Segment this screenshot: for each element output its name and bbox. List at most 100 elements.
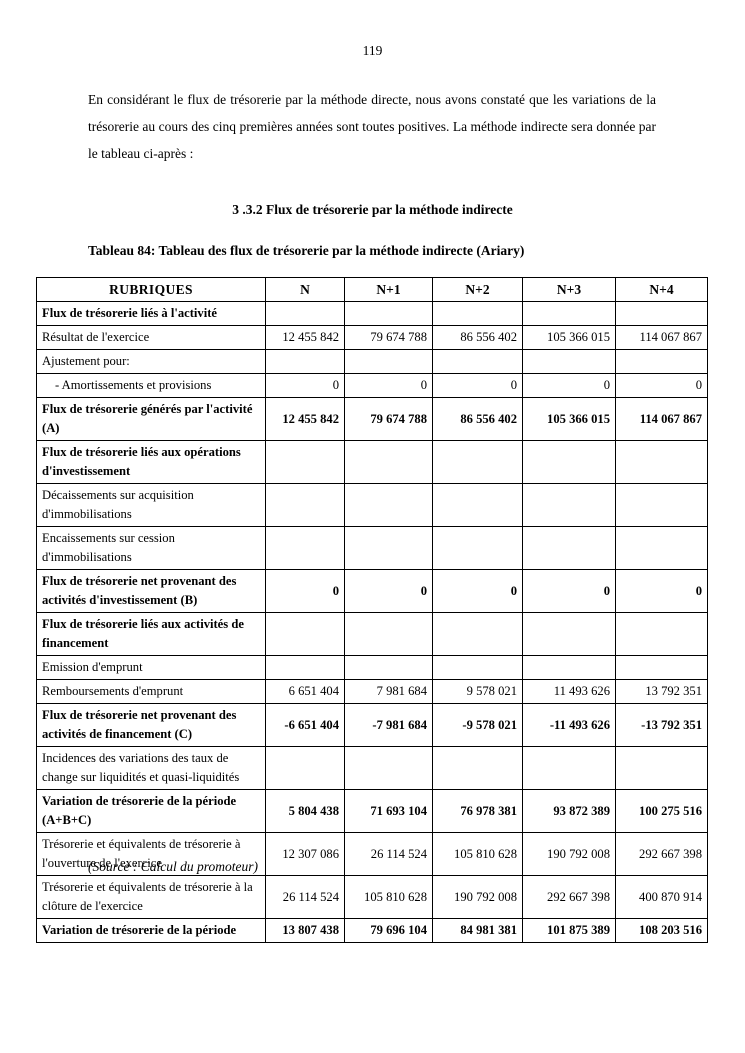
row-value: 0 bbox=[344, 373, 433, 398]
row-value: -7 981 684 bbox=[344, 703, 433, 747]
table-row: Flux de trésorerie générés par l'activit… bbox=[36, 397, 708, 441]
row-value bbox=[265, 349, 345, 374]
row-value bbox=[432, 301, 523, 326]
row-value bbox=[344, 349, 433, 374]
column-header-n3: N+3 bbox=[522, 277, 616, 302]
row-value: -6 651 404 bbox=[265, 703, 345, 747]
row-value bbox=[615, 349, 708, 374]
table-row: Encaissements sur cession d'immobilisati… bbox=[36, 526, 708, 570]
row-value bbox=[615, 440, 708, 484]
row-value: 7 981 684 bbox=[344, 679, 433, 704]
row-label: Variation de trésorerie de la période (A… bbox=[36, 789, 266, 833]
row-value: 114 067 867 bbox=[615, 397, 708, 441]
row-value bbox=[432, 612, 523, 656]
row-label: Trésorerie et équivalents de trésorerie … bbox=[36, 832, 266, 876]
row-value: -11 493 626 bbox=[522, 703, 616, 747]
row-value bbox=[432, 746, 523, 790]
row-value: 6 651 404 bbox=[265, 679, 345, 704]
row-label: Emission d'emprunt bbox=[36, 655, 266, 680]
row-value: 0 bbox=[522, 373, 616, 398]
row-label: Ajustement pour: bbox=[36, 349, 266, 374]
row-label: Décaissements sur acquisition d'immobili… bbox=[36, 483, 266, 527]
column-header-n: N bbox=[265, 277, 345, 302]
row-value bbox=[265, 655, 345, 680]
row-value: 13 807 438 bbox=[265, 918, 345, 943]
table-row: Remboursements d'emprunt 6 651 404 7 981 6… bbox=[36, 679, 708, 704]
table-row: Résultat de l'exercice 12 455 842 79 674 7… bbox=[36, 325, 708, 350]
row-value: 84 981 381 bbox=[432, 918, 523, 943]
row-value bbox=[344, 301, 433, 326]
column-header-n4: N+4 bbox=[615, 277, 708, 302]
row-value bbox=[265, 301, 345, 326]
row-value: 105 366 015 bbox=[522, 397, 616, 441]
table-row: Flux de trésorerie liés à l'activité bbox=[36, 301, 708, 326]
intro-paragraph: En considérant le flux de trésorerie par… bbox=[88, 92, 656, 161]
row-value: 105 810 628 bbox=[344, 875, 433, 919]
row-value: 0 bbox=[615, 569, 708, 613]
row-value: 0 bbox=[265, 569, 345, 613]
row-value bbox=[344, 526, 433, 570]
row-label: Incidences des variations des taux de ch… bbox=[36, 746, 266, 790]
row-value bbox=[344, 746, 433, 790]
page-number: 119 bbox=[362, 43, 383, 58]
row-value bbox=[522, 655, 616, 680]
row-value: 79 696 104 bbox=[344, 918, 433, 943]
row-value bbox=[522, 440, 616, 484]
row-value: 190 792 008 bbox=[432, 875, 523, 919]
row-value: 105 810 628 bbox=[432, 832, 523, 876]
row-value: 101 875 389 bbox=[522, 918, 616, 943]
table-row: - Amortissements et provisions 0 0 0 0 0 bbox=[36, 373, 708, 398]
row-value bbox=[432, 655, 523, 680]
row-label: Trésorerie et équivalents de trésorerie … bbox=[36, 875, 266, 919]
table-row: Flux de trésorerie net provenant des act… bbox=[36, 703, 708, 747]
row-value: 100 275 516 bbox=[615, 789, 708, 833]
row-value bbox=[522, 526, 616, 570]
row-value: 9 578 021 bbox=[432, 679, 523, 704]
table-row: Trésorerie et équivalents de trésorerie … bbox=[36, 875, 708, 919]
row-value: 26 114 524 bbox=[265, 875, 345, 919]
table-row: Trésorerie et équivalents de trésorerie … bbox=[36, 832, 708, 876]
row-value: 86 556 402 bbox=[432, 325, 523, 350]
row-value: 5 804 438 bbox=[265, 789, 345, 833]
row-value bbox=[522, 483, 616, 527]
row-value: 190 792 008 bbox=[522, 832, 616, 876]
row-value: 108 203 516 bbox=[615, 918, 708, 943]
row-value: 0 bbox=[432, 373, 523, 398]
row-value bbox=[522, 301, 616, 326]
row-value: 12 307 086 bbox=[265, 832, 345, 876]
row-value bbox=[344, 483, 433, 527]
row-value: 76 978 381 bbox=[432, 789, 523, 833]
row-value bbox=[265, 440, 345, 484]
row-value bbox=[432, 440, 523, 484]
row-value: 11 493 626 bbox=[522, 679, 616, 704]
row-value bbox=[265, 612, 345, 656]
row-value: 292 667 398 bbox=[615, 832, 708, 876]
row-value bbox=[615, 746, 708, 790]
row-value: 0 bbox=[522, 569, 616, 613]
column-header-rubriques: RUBRIQUES bbox=[36, 277, 266, 302]
row-value bbox=[265, 746, 345, 790]
row-value: 86 556 402 bbox=[432, 397, 523, 441]
row-label: Flux de trésorerie liés aux opérations d… bbox=[36, 440, 266, 484]
row-value bbox=[344, 440, 433, 484]
row-label: Flux de trésorerie net provenant des act… bbox=[36, 703, 266, 747]
source-note: (Source : Calcul du promoteur) bbox=[88, 859, 258, 874]
row-value: 292 667 398 bbox=[522, 875, 616, 919]
row-value bbox=[265, 526, 345, 570]
row-value: 26 114 524 bbox=[344, 832, 433, 876]
row-value bbox=[615, 301, 708, 326]
row-label: Encaissements sur cession d'immobilisati… bbox=[36, 526, 266, 570]
row-value bbox=[522, 349, 616, 374]
row-value: 79 674 788 bbox=[344, 325, 433, 350]
cash-flow-table: RUBRIQUES N N+1 N+2 N+3 N+4 Flux de trés… bbox=[36, 277, 708, 943]
row-value bbox=[344, 612, 433, 656]
row-value bbox=[522, 612, 616, 656]
table-row: Flux de trésorerie net provenant des act… bbox=[36, 569, 708, 613]
table-caption: Tableau 84: Tableau des flux de trésorer… bbox=[88, 243, 525, 258]
row-value: -9 578 021 bbox=[432, 703, 523, 747]
row-value bbox=[522, 746, 616, 790]
row-value: 105 366 015 bbox=[522, 325, 616, 350]
table-row: Ajustement pour: bbox=[36, 349, 708, 374]
row-value: 400 870 914 bbox=[615, 875, 708, 919]
